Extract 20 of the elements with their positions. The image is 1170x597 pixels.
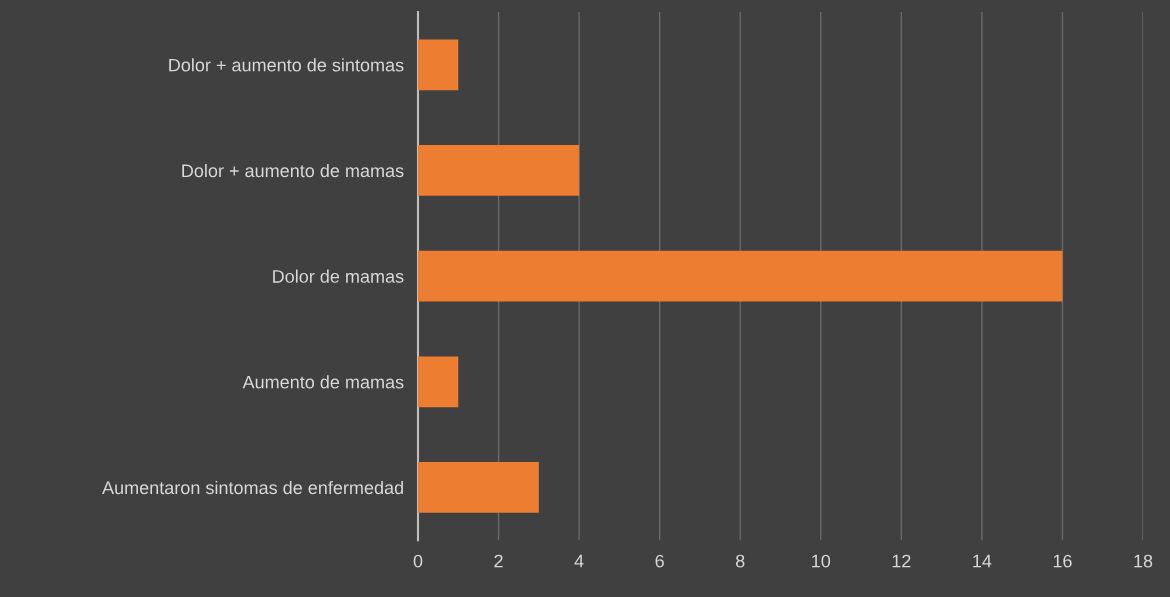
y-tick-label: Aumentaron sintomas de enfermedad xyxy=(102,480,403,495)
y-tick-label: Dolor de mamas xyxy=(273,269,404,283)
x-tick-label: 12 xyxy=(892,554,911,568)
x-tick-label: 0 xyxy=(413,554,423,568)
bar xyxy=(418,145,580,196)
y-tick-label: Dolor + aumento de mamas xyxy=(182,163,404,178)
x-tick-label: 6 xyxy=(655,554,664,568)
bar xyxy=(418,356,459,408)
x-tick-label: 18 xyxy=(1134,554,1153,568)
x-tick-label: 10 xyxy=(812,554,831,568)
x-tick-label: 8 xyxy=(735,554,745,568)
bar xyxy=(418,462,539,513)
y-tick-label: Aumento de mamas xyxy=(242,375,404,389)
x-tick-label: 4 xyxy=(574,554,584,568)
bar xyxy=(418,39,459,91)
x-tick-label: 16 xyxy=(1053,554,1072,568)
x-tick-label: 2 xyxy=(494,554,503,568)
bar xyxy=(418,250,1063,302)
x-tick-label: 14 xyxy=(973,554,992,568)
y-tick-label: Dolor + aumento de sintomas xyxy=(169,58,404,72)
